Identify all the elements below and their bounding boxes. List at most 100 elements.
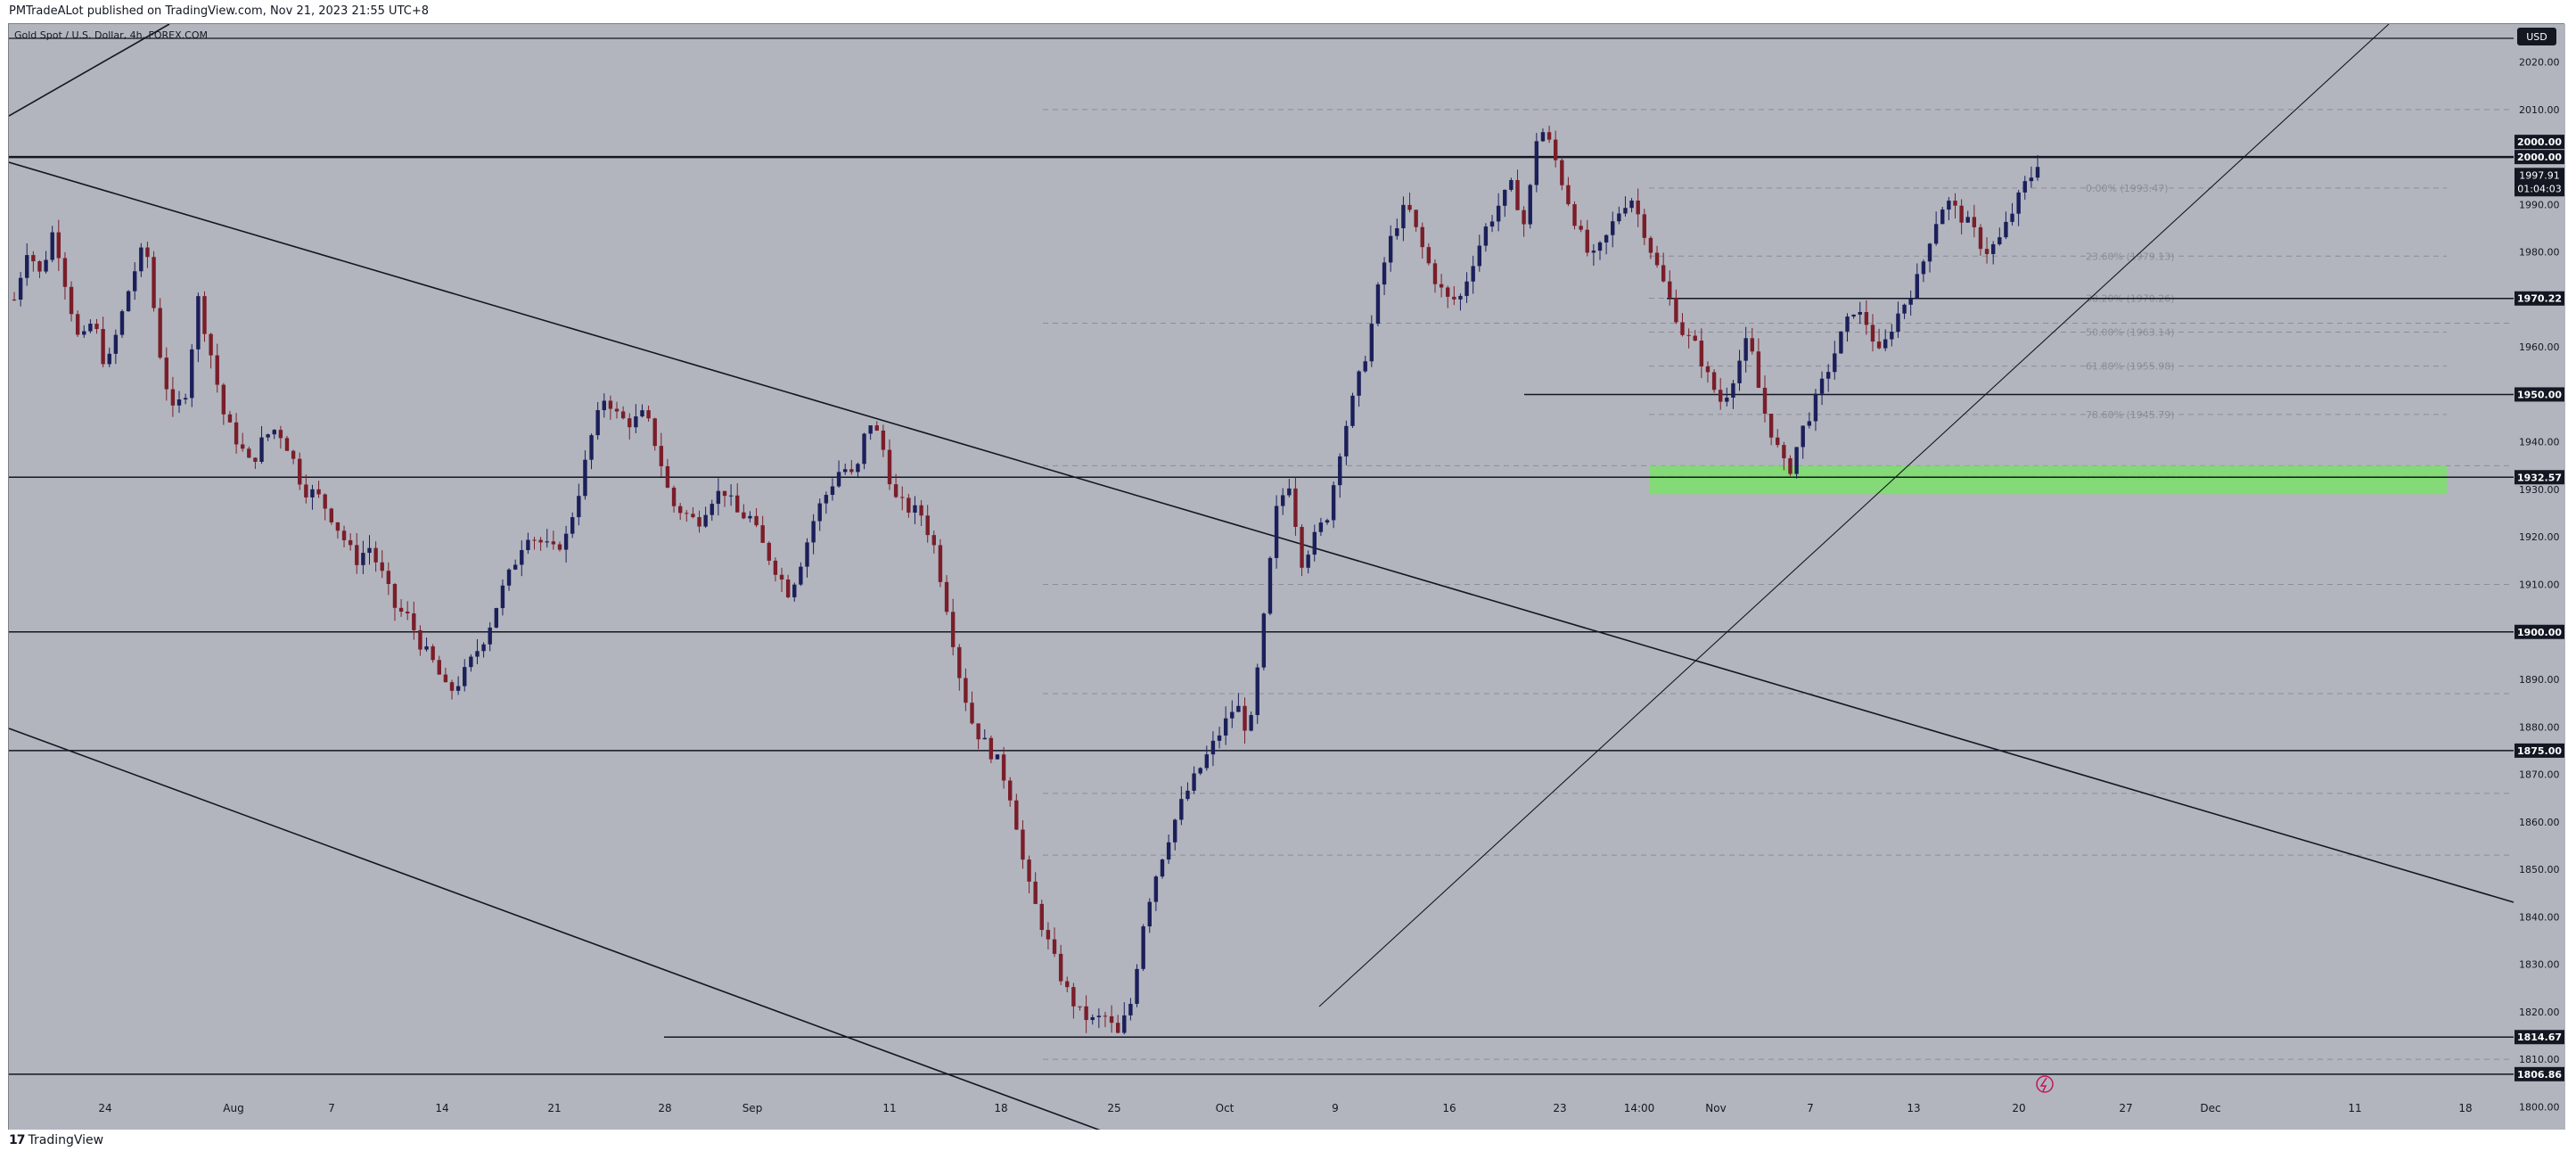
candle-body — [1483, 226, 1489, 246]
candle-body — [227, 414, 233, 423]
candle-body — [1014, 800, 1019, 830]
candle-body — [1153, 876, 1159, 902]
trend-line-top-left[interactable] — [9, 24, 170, 117]
alert-icon[interactable] — [2036, 1075, 2054, 1093]
candle-body — [779, 574, 784, 580]
candle-body — [944, 581, 949, 612]
candle-body — [677, 506, 683, 514]
candle-body — [176, 399, 182, 406]
last-price-badge[interactable] — [2514, 168, 2564, 197]
candle-body — [1325, 520, 1330, 523]
price-tick-label: 1960.00 — [2519, 341, 2560, 353]
candle-body — [1756, 351, 1761, 388]
candle-body — [1839, 331, 1843, 354]
candle-body — [1902, 304, 1907, 314]
candle-body — [1122, 1015, 1127, 1033]
candle-body — [1813, 393, 1818, 422]
candle-body — [950, 612, 956, 647]
price-level-badge[interactable] — [2514, 387, 2564, 402]
price-level-badge[interactable] — [2514, 624, 2564, 639]
candle-body — [329, 508, 333, 522]
trend-line-descending-lower[interactable] — [9, 728, 1102, 1130]
candle-body — [1737, 360, 1742, 383]
candle-body — [1388, 235, 1393, 263]
candle-body — [1357, 371, 1361, 396]
time-tick-label: 24 — [98, 1102, 111, 1114]
symbol-title: Gold Spot / U.S. Dollar, 4h, FOREX.COM — [14, 29, 208, 41]
candle-body — [259, 437, 264, 462]
price-chart[interactable]: 0.00% (1993.47)23.60% (1979.13)38.20% (1… — [9, 24, 2565, 1130]
price-axis-background[interactable] — [2514, 24, 2565, 1130]
candle-body — [1661, 265, 1666, 282]
support-zone[interactable] — [1649, 465, 2447, 495]
price-tick-label: 1850.00 — [2519, 864, 2560, 876]
candle-body — [532, 539, 537, 541]
trend-lines[interactable] — [9, 24, 2514, 1130]
candle-body — [170, 389, 176, 406]
candle-body — [488, 627, 492, 645]
candle-body — [1585, 229, 1589, 253]
candle-body — [1998, 237, 2002, 244]
candle-body — [75, 314, 80, 335]
candle-body — [1776, 437, 1780, 446]
candle-body — [545, 541, 549, 543]
candle-body — [1731, 382, 1735, 398]
candle-body — [1642, 214, 1647, 238]
candle-body — [1249, 715, 1253, 731]
candle-body — [799, 566, 803, 585]
candle-body — [1762, 387, 1768, 415]
time-tick-label: 14:00 — [1624, 1102, 1655, 1114]
candle-body — [2022, 181, 2027, 193]
candle-body — [2016, 192, 2021, 214]
price-level-badge[interactable] — [2514, 135, 2564, 150]
candle-body — [1395, 228, 1399, 236]
candle-body — [431, 645, 435, 661]
candle-body — [1629, 200, 1634, 209]
candle-body — [1027, 859, 1031, 882]
time-tick-label: Sep — [742, 1102, 763, 1114]
price-level-badge[interactable] — [2514, 470, 2564, 485]
candle-body — [1668, 281, 1672, 298]
candle-body — [1458, 295, 1463, 300]
chart-frame[interactable]: 0.00% (1993.47) 23.60% (1979.13) 38.20% (1… — [8, 23, 2565, 1130]
candle-body — [1084, 1006, 1088, 1021]
price-level-badge[interactable] — [2514, 150, 2564, 165]
trend-line-ascending[interactable] — [1318, 24, 2390, 1007]
candle-body — [18, 277, 23, 300]
candle-body — [1021, 829, 1025, 860]
candle-body — [44, 259, 48, 272]
candle-body — [291, 450, 296, 459]
candle-body — [557, 544, 562, 550]
time-tick-label: 20 — [2012, 1102, 2025, 1114]
price-level-badge[interactable] — [2514, 291, 2564, 306]
price-level-badge[interactable] — [2514, 1030, 2564, 1045]
candle-body — [469, 656, 473, 668]
candle-body — [455, 686, 461, 691]
candle-body — [50, 232, 54, 260]
plot-background[interactable] — [9, 24, 2514, 1130]
candle-body — [1052, 939, 1057, 954]
price-level-badge[interactable] — [2514, 743, 2564, 758]
candle-body — [1611, 221, 1615, 235]
candle-body — [1096, 1015, 1102, 1017]
candle-body — [792, 584, 797, 597]
trend-line-descending-upper[interactable] — [9, 161, 2514, 903]
candle-body — [551, 541, 556, 545]
candle-body — [913, 505, 917, 513]
candle-body — [1058, 953, 1063, 982]
horizontal-levels[interactable] — [9, 37, 2514, 1075]
time-tick-label: 14 — [435, 1102, 448, 1114]
candle-body — [1135, 968, 1139, 1004]
candle-body — [1915, 274, 1919, 299]
currency-button-label[interactable]: USD — [2526, 31, 2547, 43]
candle-body — [628, 418, 632, 428]
time-tick-label: 21 — [547, 1102, 561, 1114]
price-tick-label: 1980.00 — [2519, 247, 2560, 259]
price-level-badge[interactable] — [2514, 1066, 2564, 1081]
currency-button[interactable]: USD — [2517, 28, 2556, 45]
candle-body — [348, 539, 353, 546]
tradingview-logo[interactable]: 17 TradingView — [9, 1133, 103, 1147]
candle-body — [494, 608, 499, 628]
candle-body — [735, 495, 740, 513]
candle-body — [614, 408, 619, 412]
